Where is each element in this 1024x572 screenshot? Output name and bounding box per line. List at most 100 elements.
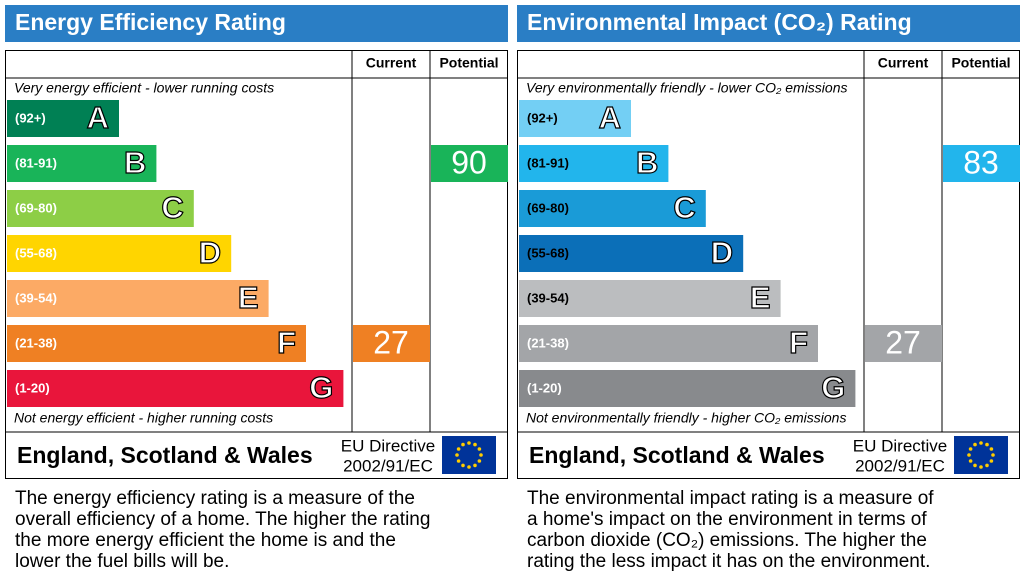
region: England, Scotland & Wales: [529, 442, 825, 468]
description-line: The energy efficiency rating is a measur…: [15, 488, 415, 509]
directive: 2002/91/EC: [343, 456, 433, 475]
band-range: (81-91): [15, 155, 57, 170]
panel-title: Environmental Impact (CO₂) Rating: [527, 9, 912, 35]
band-letter: F: [789, 325, 808, 360]
title-bar: [517, 5, 1020, 42]
eu-star: [467, 441, 471, 445]
band-letter: F: [277, 325, 296, 360]
band-bar: [519, 145, 669, 182]
description-line: a home's impact on the environment in te…: [527, 509, 927, 530]
description-line: carbon dioxide (CO₂) emissions. The high…: [527, 530, 927, 551]
directive: EU Directive: [341, 436, 435, 455]
eu-star: [973, 463, 977, 468]
eu-star: [989, 459, 994, 463]
band-range: (21-38): [15, 335, 57, 350]
band-range: (1-20): [527, 380, 562, 395]
eu-star: [973, 442, 977, 447]
band-bar: [7, 100, 119, 137]
eu-star: [473, 463, 477, 468]
band-range: (81-91): [527, 155, 569, 170]
band-range: (69-80): [527, 200, 569, 215]
band-range: (1-20): [15, 380, 50, 395]
band-letter: E: [238, 280, 259, 315]
directive: EU Directive: [853, 436, 947, 455]
frame: [517, 50, 1020, 479]
eu-star: [467, 465, 471, 469]
rating-value: 27: [885, 324, 921, 360]
rating-value: 27: [373, 324, 409, 360]
band-range: (92+): [15, 110, 46, 125]
band-bar: [519, 280, 781, 317]
band-bar: [519, 235, 744, 272]
panel-title: Energy Efficiency Rating: [15, 9, 286, 35]
column-header: Potential: [439, 55, 498, 71]
band-range: (55-68): [15, 245, 57, 260]
eu-star: [456, 447, 461, 451]
eu-star: [473, 442, 477, 447]
band-letter: E: [750, 280, 771, 315]
band-range: (21-38): [527, 335, 569, 350]
directive: 2002/91/EC: [855, 456, 945, 475]
band-bar: [7, 370, 344, 407]
eu-star: [461, 442, 465, 447]
eu-star: [989, 447, 994, 451]
bottom-note: Not energy efficient - higher running co…: [14, 410, 273, 426]
band-letter: D: [711, 235, 733, 270]
description-line: rating the less impact it has on the env…: [527, 551, 930, 572]
eu-star: [968, 447, 973, 451]
rating-box: [943, 145, 1020, 182]
band-bar: [7, 145, 157, 182]
band-range: (55-68): [527, 245, 569, 260]
column-header: Current: [366, 55, 417, 71]
band-letter: G: [309, 370, 333, 405]
region: England, Scotland & Wales: [17, 442, 313, 468]
band-bar: [7, 235, 232, 272]
column-header: Current: [878, 55, 929, 71]
eu-star: [991, 453, 995, 457]
eu-star: [979, 441, 983, 445]
eu-star: [456, 459, 461, 463]
description-line: lower the fuel bills will be.: [15, 551, 229, 572]
band-bar: [519, 325, 818, 362]
band-letter: G: [821, 370, 845, 405]
band-letter: B: [124, 145, 146, 180]
eu-star: [967, 453, 971, 457]
rating-value: 83: [963, 144, 999, 180]
band-range: (69-80): [15, 200, 57, 215]
column-header: Potential: [951, 55, 1010, 71]
band-letter: A: [87, 100, 109, 135]
eu-star: [985, 463, 989, 468]
band-letter: C: [161, 190, 183, 225]
eu-star: [985, 442, 989, 447]
rating-box: [431, 145, 508, 182]
band-bar: [7, 190, 194, 227]
description-line: The environmental impact rating is a mea…: [527, 488, 934, 509]
band-range: (92+): [527, 110, 558, 125]
rating-box: [865, 325, 942, 362]
band-letter: B: [636, 145, 658, 180]
eu-star: [461, 463, 465, 468]
eu-star: [455, 453, 459, 457]
title-bar: [5, 5, 508, 42]
band-bar: [519, 370, 856, 407]
description-line: the more energy efficient the home is an…: [15, 530, 396, 551]
eu-star: [968, 459, 973, 463]
rating-value: 90: [451, 144, 487, 180]
band-bar: [519, 100, 631, 137]
eu-star: [979, 465, 983, 469]
description-line: overall efficiency of a home. The higher…: [15, 509, 430, 530]
band-letter: A: [599, 100, 621, 135]
eu-star: [479, 453, 483, 457]
eu-star: [477, 459, 482, 463]
band-bar: [7, 325, 306, 362]
band-bar: [7, 280, 269, 317]
band-letter: D: [199, 235, 221, 270]
top-note: Very energy efficient - lower running co…: [14, 80, 274, 96]
rating-box: [353, 325, 430, 362]
band-bar: [519, 190, 706, 227]
eu-star: [477, 447, 482, 451]
top-note: Very environmentally friendly - lower CO…: [526, 80, 847, 96]
band-range: (39-54): [527, 290, 569, 305]
bottom-note: Not environmentally friendly - higher CO…: [526, 410, 846, 426]
